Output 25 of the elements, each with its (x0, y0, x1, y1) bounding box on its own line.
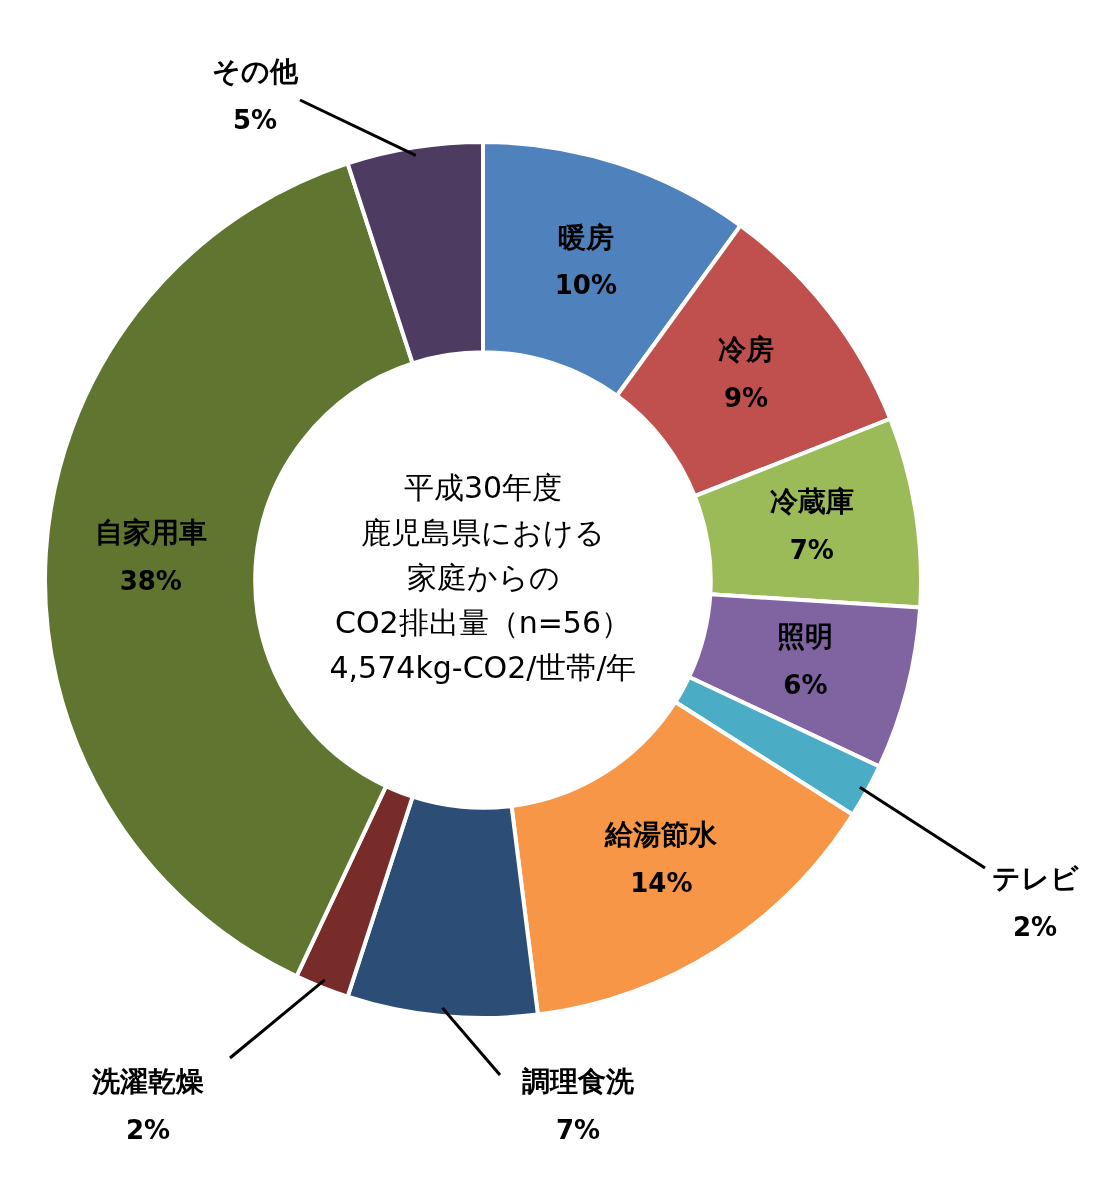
slice-label: その他 (212, 55, 299, 89)
data-label: 14% (630, 867, 693, 898)
slice-label: 暖房 (557, 220, 614, 254)
data-label: 2% (1012, 911, 1058, 942)
data-label: 2% (125, 1114, 171, 1145)
slice-label: 自家用車 (94, 516, 207, 550)
slice-label: テレビ (991, 862, 1079, 896)
slice-label: 照明 (777, 620, 834, 654)
text: 鹿児島県における (361, 514, 605, 550)
slice-label: 冷蔵庫 (769, 485, 854, 519)
slice-label: 洗濯乾燥 (91, 1065, 204, 1099)
slice-label: 冷房 (718, 333, 775, 367)
data-label: 5% (232, 104, 278, 135)
data-label: 7% (555, 1114, 601, 1145)
data-label: 9% (723, 382, 769, 413)
text: CO2排出量（n=56） (335, 604, 631, 640)
slice-label: 給湯節水 (604, 818, 719, 852)
text: 4,574kg-CO2/世帯/年 (329, 649, 637, 685)
text: 平成30年度 (403, 469, 563, 505)
data-label: 7% (789, 534, 834, 565)
data-label: 38% (119, 565, 182, 596)
slice-label: 調理食洗 (522, 1065, 635, 1099)
text: 家庭からの (406, 559, 560, 595)
data-label: 10% (554, 270, 617, 301)
data-label: 6% (783, 669, 828, 700)
